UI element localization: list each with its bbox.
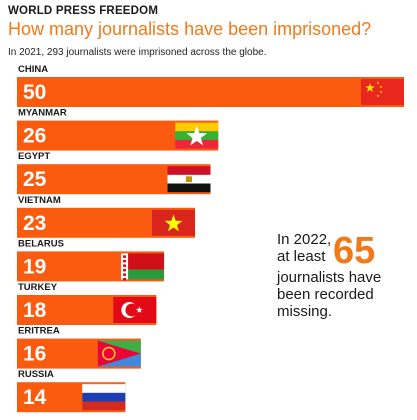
- bar-china: [17, 77, 404, 107]
- category-label-myanmar: MYANMAR: [18, 108, 67, 119]
- note-line-2: at least: [277, 248, 326, 265]
- value-label-eritrea: 16: [23, 343, 46, 366]
- flag-star: [376, 81, 380, 85]
- note-line-1: In 2022,: [277, 231, 332, 248]
- category-label-china: CHINA: [18, 64, 48, 75]
- value-label-egypt: 25: [23, 168, 47, 191]
- category-label-vietnam: VIETNAM: [18, 195, 61, 206]
- myanmar-flag-icon: [175, 122, 219, 149]
- flag-star: [376, 94, 380, 98]
- value-label-vietnam: 23: [23, 212, 46, 235]
- flag-star: [135, 306, 143, 313]
- note-big-number: 65: [333, 230, 376, 272]
- note-line-5: missing.: [277, 303, 333, 320]
- kicker: WORLD PRESS FREEDOM: [8, 5, 159, 17]
- category-label-belarus: BELARUS: [18, 238, 64, 249]
- vietnam-flag-icon: [152, 209, 196, 236]
- turkey-flag-icon: [113, 297, 157, 323]
- value-label-russia: 14: [23, 386, 47, 409]
- category-label-turkey: TURKEY: [18, 282, 58, 293]
- chart-title: How many journalists have been imprisone…: [8, 19, 372, 39]
- category-label-egypt: EGYPT: [18, 151, 50, 162]
- value-label-myanmar: 26: [23, 125, 46, 148]
- flag-star: [164, 214, 183, 232]
- value-label-belarus: 19: [23, 255, 46, 278]
- value-label-china: 50: [23, 81, 46, 104]
- china-flag-icon: [361, 79, 404, 105]
- category-label-russia: RUSSIA: [18, 369, 54, 380]
- chart-subtitle: In 2021, 293 journalists were imprisoned…: [8, 47, 267, 58]
- belarus-flag-icon: [121, 253, 165, 281]
- russia-flag-icon: [82, 383, 126, 411]
- flag-star: [379, 85, 383, 89]
- eritrea-flag-icon: [97, 340, 141, 367]
- flag-star: [365, 83, 375, 93]
- egypt-flag-icon: [167, 166, 211, 193]
- value-label-turkey: 18: [23, 299, 47, 322]
- category-label-eritrea: ERITREA: [18, 326, 60, 337]
- note-line-3: journalists have: [277, 269, 382, 286]
- flag-star: [379, 90, 383, 94]
- flag-star: [186, 125, 208, 146]
- note-line-4: been recorded: [277, 286, 374, 303]
